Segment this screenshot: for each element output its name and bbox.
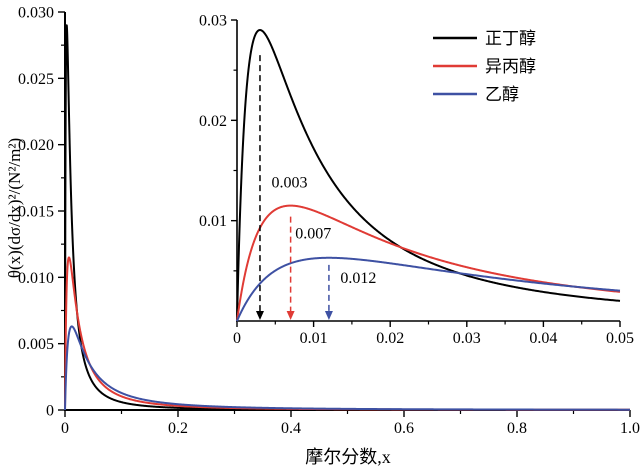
y-tick-label: 0.01	[199, 213, 227, 230]
x-tick-label: 0.2	[168, 420, 188, 437]
y-tick-label: 0.020	[18, 137, 54, 154]
ticks	[58, 11, 631, 417]
annotation-label: 0.012	[340, 270, 376, 287]
x-tick-label: 0	[233, 330, 241, 347]
series	[236, 29, 621, 322]
series	[64, 24, 630, 411]
y-tick-label: 0.015	[18, 203, 54, 220]
tick-labels: 0 0.2 0.4 0.6 0.8 1.000.0050.0100.0150.0200.0…	[18, 4, 640, 437]
ticks	[231, 19, 621, 327]
annotation-label: 0.007	[295, 226, 331, 243]
y-tick-label: 0.025	[18, 71, 54, 88]
annotations: 0.003 0.007 0.012	[255, 55, 376, 320]
x-tick-label: 0	[61, 420, 69, 437]
legend-label: 异丙醇	[485, 57, 536, 76]
tick-labels: 0 0.01 0.02 0.03 0.04 0.05 0.01 0.02 0.03	[199, 12, 634, 347]
series-curve	[236, 204, 621, 322]
x-tick-label: 0.02	[376, 330, 404, 347]
x-tick-label: 0.6	[394, 420, 414, 437]
y-tick-label: 0.005	[18, 336, 54, 353]
inset-plot: 0 0.01 0.02 0.03 0.04 0.050.010.020.030.0030.…	[199, 12, 634, 347]
x-tick-label: 0.4	[281, 420, 301, 437]
x-tick-label: 0.01	[300, 330, 328, 347]
y-tick-label: 0.030	[18, 4, 54, 21]
series-curve	[236, 256, 621, 322]
y-tick-label: 0.010	[18, 270, 54, 287]
x-tick-label: 0.03	[453, 330, 481, 347]
annotation-label: 0.003	[271, 175, 307, 192]
x-tick-label: 0.05	[606, 330, 634, 347]
series-curve	[64, 325, 630, 411]
series-curve	[236, 29, 621, 322]
axes	[236, 20, 620, 322]
x-tick-label: 0.04	[529, 330, 557, 347]
legend-label: 正丁醇	[485, 29, 536, 48]
y-tick-label: 0.02	[199, 113, 227, 130]
x-tick-label: 1.0	[620, 420, 640, 437]
annotation-arrow-head	[324, 311, 333, 320]
x-axis-title: 摩尔分数,x	[305, 447, 391, 467]
x-tick-label: 0.8	[507, 420, 527, 437]
y-tick-label: 0.03	[199, 12, 227, 29]
annotation-arrow-head	[286, 311, 295, 320]
y-tick-label: 0	[46, 402, 54, 419]
y-axis-title: θ(x)(dσ/dx)²/(N²/m²)	[5, 137, 24, 279]
annotation-arrow-head	[255, 311, 264, 320]
legend-label: 乙醇	[485, 85, 519, 104]
